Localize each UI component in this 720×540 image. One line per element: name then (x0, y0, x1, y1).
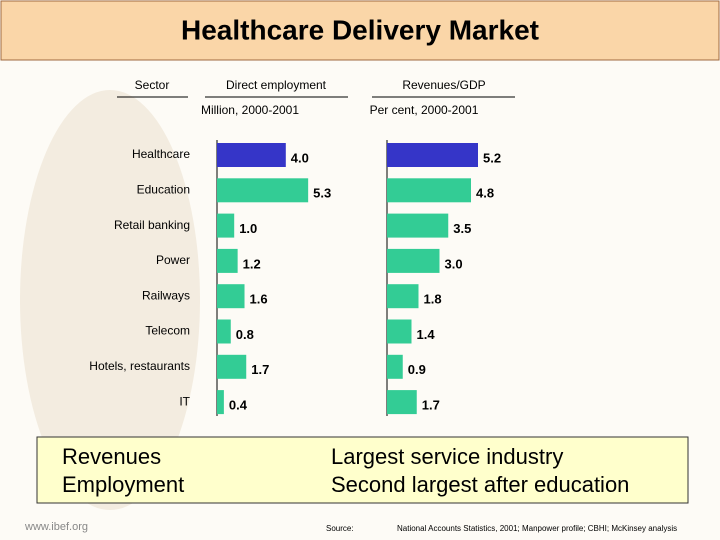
bar (217, 143, 286, 167)
bar (387, 178, 471, 203)
category-label: Retail banking (114, 218, 190, 232)
value-label: 1.4 (417, 327, 436, 342)
bar (387, 354, 403, 379)
category-label: Telecom (145, 324, 190, 338)
chart-title: Direct employment (226, 78, 327, 92)
chart-subtitle: Million, 2000-2001 (201, 103, 299, 117)
category-label: Healthcare (132, 147, 190, 161)
bar (387, 143, 478, 167)
bar (387, 213, 449, 238)
bar (217, 319, 231, 344)
value-label: 5.3 (313, 186, 331, 201)
chart-title: Revenues/GDP (402, 78, 485, 92)
value-label: 3.5 (453, 221, 471, 236)
value-label: 1.0 (239, 221, 257, 236)
bar (387, 319, 412, 344)
value-label: 1.2 (243, 256, 261, 271)
category-label: Hotels, restaurants (89, 359, 190, 373)
note: Second largest after education (331, 472, 629, 497)
slide-title: Healthcare Delivery Market (181, 14, 539, 45)
bar (387, 284, 419, 309)
source: National Accounts Statistics, 2001; Manp… (397, 524, 677, 533)
bar (217, 390, 224, 415)
bar (217, 354, 247, 379)
bar (387, 390, 417, 415)
category-label: Education (137, 182, 190, 196)
note: Largest service industry (331, 444, 563, 469)
value-label: 0.9 (408, 362, 426, 377)
chart-subtitle: Per cent, 2000-2001 (370, 103, 479, 117)
value-label: 5.2 (483, 150, 501, 165)
value-label: 1.7 (422, 398, 440, 413)
value-label: 4.8 (476, 186, 494, 201)
bar (217, 178, 309, 203)
bar (387, 248, 440, 273)
value-label: 3.0 (445, 256, 463, 271)
notes-box (36, 436, 689, 504)
logo: www.ibef.org (24, 521, 88, 533)
category-label: Power (156, 253, 190, 267)
value-label: 4.0 (291, 150, 309, 165)
value-label: 1.7 (251, 362, 269, 377)
value-label: 1.6 (250, 292, 268, 307)
value-label: 0.4 (229, 398, 248, 413)
value-label: 1.8 (424, 292, 442, 307)
note: Employment (62, 472, 184, 497)
header-box (0, 0, 720, 61)
source-label: Source: (326, 524, 354, 533)
bar (217, 213, 235, 238)
column-header: Sector (135, 78, 170, 92)
value-label: 0.8 (236, 327, 254, 342)
bar (217, 284, 245, 309)
background-image (20, 90, 200, 510)
note: Revenues (62, 444, 161, 469)
category-label: Railways (142, 288, 190, 302)
category-label: IT (179, 394, 190, 408)
bar (217, 248, 238, 273)
